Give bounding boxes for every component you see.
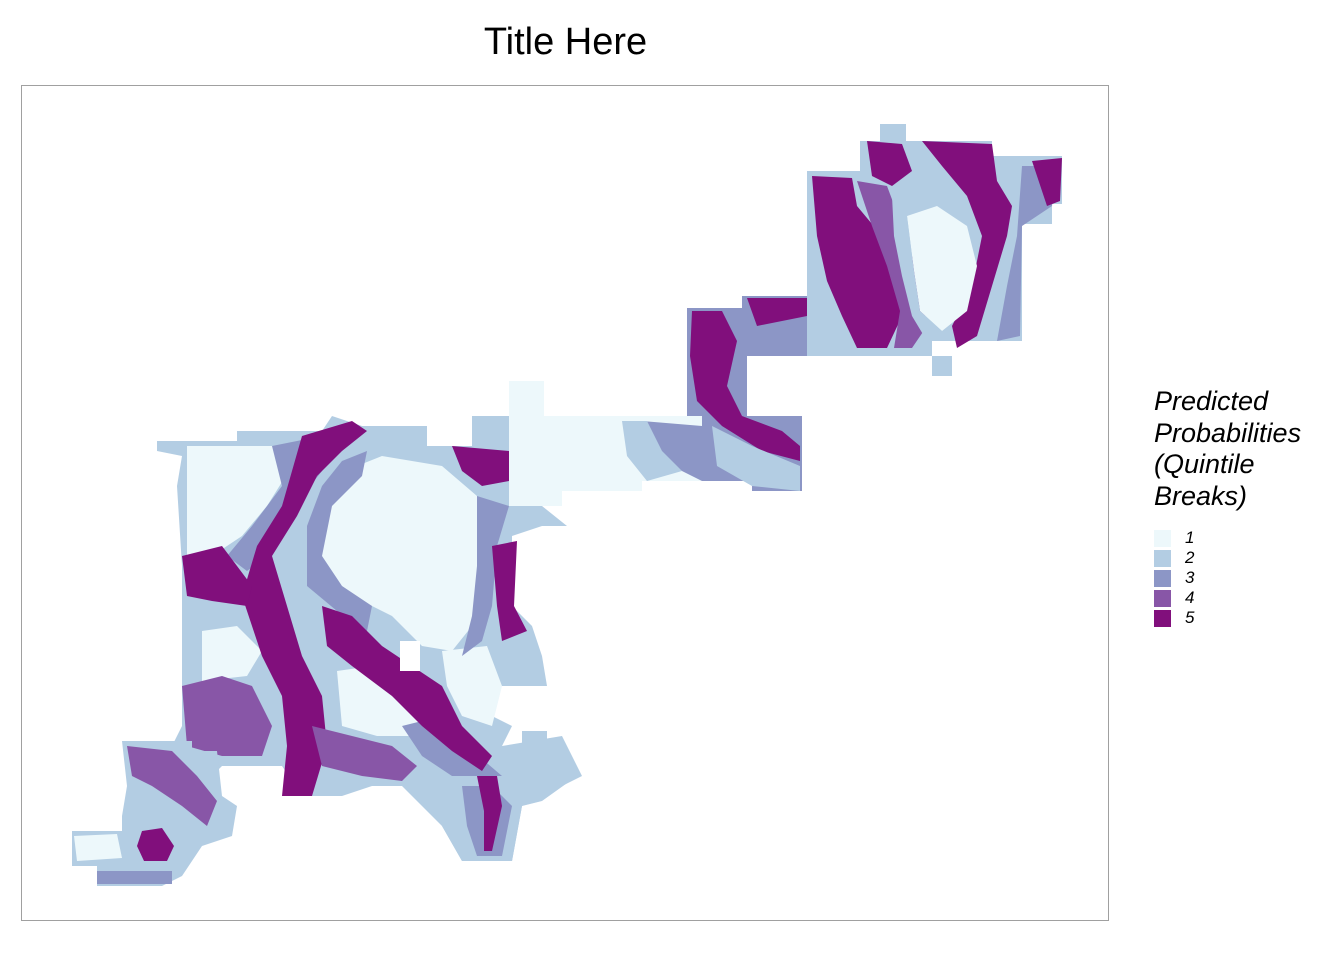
legend-item: 2 xyxy=(1154,548,1339,568)
region-north-band-class3 xyxy=(642,421,702,481)
region-west-hole xyxy=(400,641,420,671)
region-west-class1-b xyxy=(312,456,482,651)
region-northeast-class2 xyxy=(892,186,942,341)
region-west-class1-c xyxy=(202,626,262,681)
region-west-class5-d xyxy=(492,541,527,641)
region-west-class1-e xyxy=(442,646,502,726)
legend-item: 1 xyxy=(1154,528,1339,548)
region-southwest-class4 xyxy=(127,746,217,826)
region-southwest xyxy=(72,741,237,886)
region-northeast-class5-c xyxy=(867,141,912,186)
legend-swatch xyxy=(1154,529,1171,547)
legend-title-line: Breaks) xyxy=(1154,480,1248,511)
region-northeast-class4-a xyxy=(857,181,927,348)
region-central-strip-class5-b xyxy=(747,298,807,326)
map-panel xyxy=(21,85,1109,921)
legend-title-line: (Quintile xyxy=(1154,449,1255,479)
region-south-arm xyxy=(432,731,577,861)
region-north-band-class2 xyxy=(622,421,682,481)
region-north-band xyxy=(509,381,702,506)
region-west xyxy=(157,416,582,861)
region-northeast-class5-a xyxy=(812,176,902,348)
legend-title-line: Predicted xyxy=(1154,386,1269,416)
region-west-class1-d xyxy=(337,666,432,736)
legend-item: 5 xyxy=(1154,608,1339,628)
legend-swatch xyxy=(1154,549,1171,567)
region-central-strip xyxy=(687,296,807,491)
legend-label: 5 xyxy=(1185,608,1195,627)
legend-swatch xyxy=(1154,589,1171,607)
region-west-class5-e xyxy=(322,606,492,771)
region-northeast xyxy=(807,124,1062,376)
region-west-class5-b xyxy=(182,546,252,606)
region-northeast-class5-d xyxy=(1032,158,1062,206)
raster-map xyxy=(72,124,1062,886)
legend-item: 3 xyxy=(1154,568,1339,588)
region-west-class3-d xyxy=(402,716,512,856)
legend-title-line: Probabilities xyxy=(1154,417,1302,448)
region-west-class5-a xyxy=(242,421,367,796)
region-southwest-class1 xyxy=(74,834,122,861)
legend-label: 2 xyxy=(1185,548,1195,567)
region-west-class3-c xyxy=(462,496,509,656)
legend-swatch xyxy=(1154,609,1171,627)
region-northeast-class3-a xyxy=(997,166,1057,341)
legend-title: Predicted Probabilities (Quintile Breaks… xyxy=(1154,386,1339,512)
legend: Predicted Probabilities (Quintile Breaks… xyxy=(1154,386,1339,628)
region-central-strip-class2 xyxy=(712,426,800,491)
region-southwest-class5 xyxy=(137,828,174,861)
region-west-class1-a xyxy=(187,446,292,556)
region-northeast-class1 xyxy=(907,206,977,331)
region-northeast-class5-b xyxy=(922,141,1012,348)
region-south-arm-class5 xyxy=(477,776,502,851)
region-west-class3-b xyxy=(307,451,372,631)
region-central-strip-class5-a xyxy=(690,311,800,461)
region-west-class5-c xyxy=(452,446,509,486)
legend-label: 4 xyxy=(1185,588,1195,607)
region-west-class4-a xyxy=(182,676,272,756)
legend-item: 4 xyxy=(1154,588,1339,608)
region-west-class4-b xyxy=(312,726,417,781)
legend-label: 1 xyxy=(1185,528,1195,547)
region-southwest-class3 xyxy=(97,871,172,884)
legend-swatch xyxy=(1154,569,1171,587)
legend-label: 3 xyxy=(1185,568,1195,587)
map-title: Title Here xyxy=(483,21,648,63)
